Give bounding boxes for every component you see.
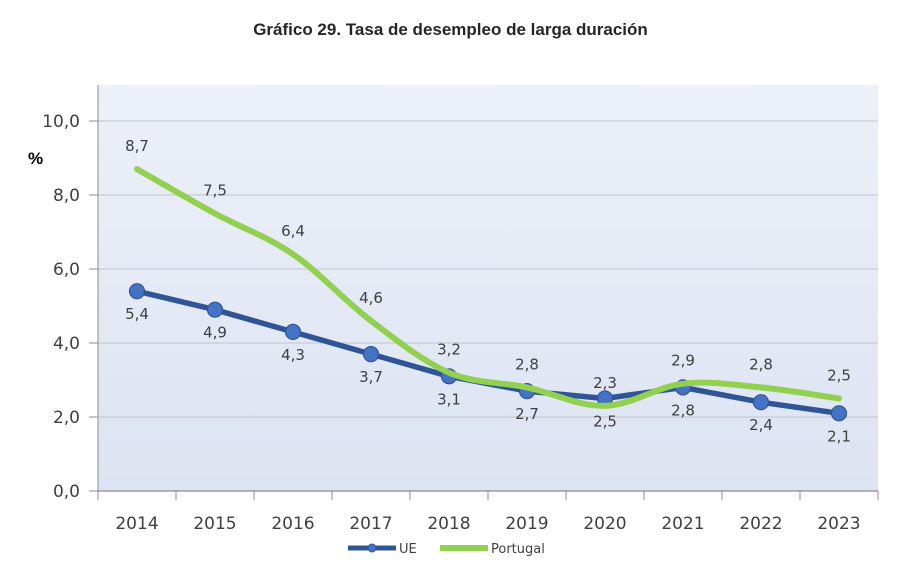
data-label-ue: 2,7 <box>515 405 539 423</box>
y-tick-label: 0,0 <box>53 482 80 502</box>
data-label-ue: 2,5 <box>593 413 617 431</box>
legend-label-portugal: Portugal <box>491 542 545 557</box>
data-label-portugal: 2,5 <box>827 367 851 385</box>
legend-label-ue: UE <box>399 542 417 557</box>
y-tick-label: 10,0 <box>42 112 80 132</box>
y-tick-label: 8,0 <box>53 186 80 206</box>
data-point-ue <box>206 301 224 318</box>
x-tick-label: 2022 <box>739 514 782 534</box>
data-label-portugal: 8,7 <box>125 137 149 155</box>
axes <box>89 85 879 500</box>
data-label-ue: 4,9 <box>203 324 227 342</box>
data-label-portugal: 2,3 <box>593 374 617 392</box>
y-tick-label: 2,0 <box>53 408 80 428</box>
legend: UE Portugal <box>348 542 545 557</box>
data-label-portugal: 2,8 <box>515 355 539 373</box>
data-label-portugal: 4,6 <box>359 289 383 307</box>
x-tick-label: 2020 <box>583 514 626 534</box>
y-tick-label: 4,0 <box>53 334 80 354</box>
data-label-portugal: 6,4 <box>281 222 305 240</box>
data-label-portugal: 7,5 <box>203 182 227 200</box>
data-point-ue <box>128 283 146 300</box>
x-tick-label: 2019 <box>505 514 548 534</box>
gridlines <box>98 120 878 418</box>
y-tick-label: 6,0 <box>53 260 80 280</box>
series-line-portugal <box>134 166 842 409</box>
x-tick-label: 2021 <box>661 514 704 534</box>
x-tick-label: 2018 <box>427 514 470 534</box>
data-label-ue: 3,7 <box>359 368 383 386</box>
data-labels-group: 5,4 4,9 4,3 3,7 3,1 2,7 2,5 2,8 2,4 2,1 8,7 7,5 6,4 4… <box>125 137 851 445</box>
series-group <box>128 166 848 422</box>
data-label-ue: 2,8 <box>671 401 695 419</box>
data-point-ue <box>362 346 380 363</box>
data-point-ue <box>284 323 302 340</box>
data-label-ue: 2,4 <box>749 416 773 434</box>
data-label-ue: 2,1 <box>827 427 851 445</box>
x-tick-label: 2023 <box>817 514 860 534</box>
x-tick-label: 2016 <box>271 514 314 534</box>
x-tick-label: 2017 <box>349 514 392 534</box>
data-label-portugal: 2,9 <box>671 352 695 370</box>
data-label-portugal: 3,2 <box>437 341 461 359</box>
x-tick-label: 2015 <box>193 514 236 534</box>
plot-area <box>98 85 878 491</box>
y-axis-tick-labels: 0,0 2,0 4,0 6,0 8,0 10,0 <box>42 112 80 502</box>
x-tick-label: 2014 <box>115 514 158 534</box>
chart-title: Gráfico 29. Tasa de desempleo de larga d… <box>253 20 648 39</box>
data-label-portugal: 2,8 <box>749 355 773 373</box>
data-label-ue: 4,3 <box>281 346 305 364</box>
data-point-ue <box>830 405 848 422</box>
y-axis-unit-label: % <box>28 149 43 168</box>
data-label-ue: 5,4 <box>125 305 149 323</box>
x-axis-tick-labels: 2014 2015 2016 2017 2018 2019 2020 2021 2022 2023 <box>115 514 860 534</box>
data-label-ue: 3,1 <box>437 390 461 408</box>
data-point-ue <box>752 394 770 411</box>
legend-marker-ue <box>367 543 377 553</box>
